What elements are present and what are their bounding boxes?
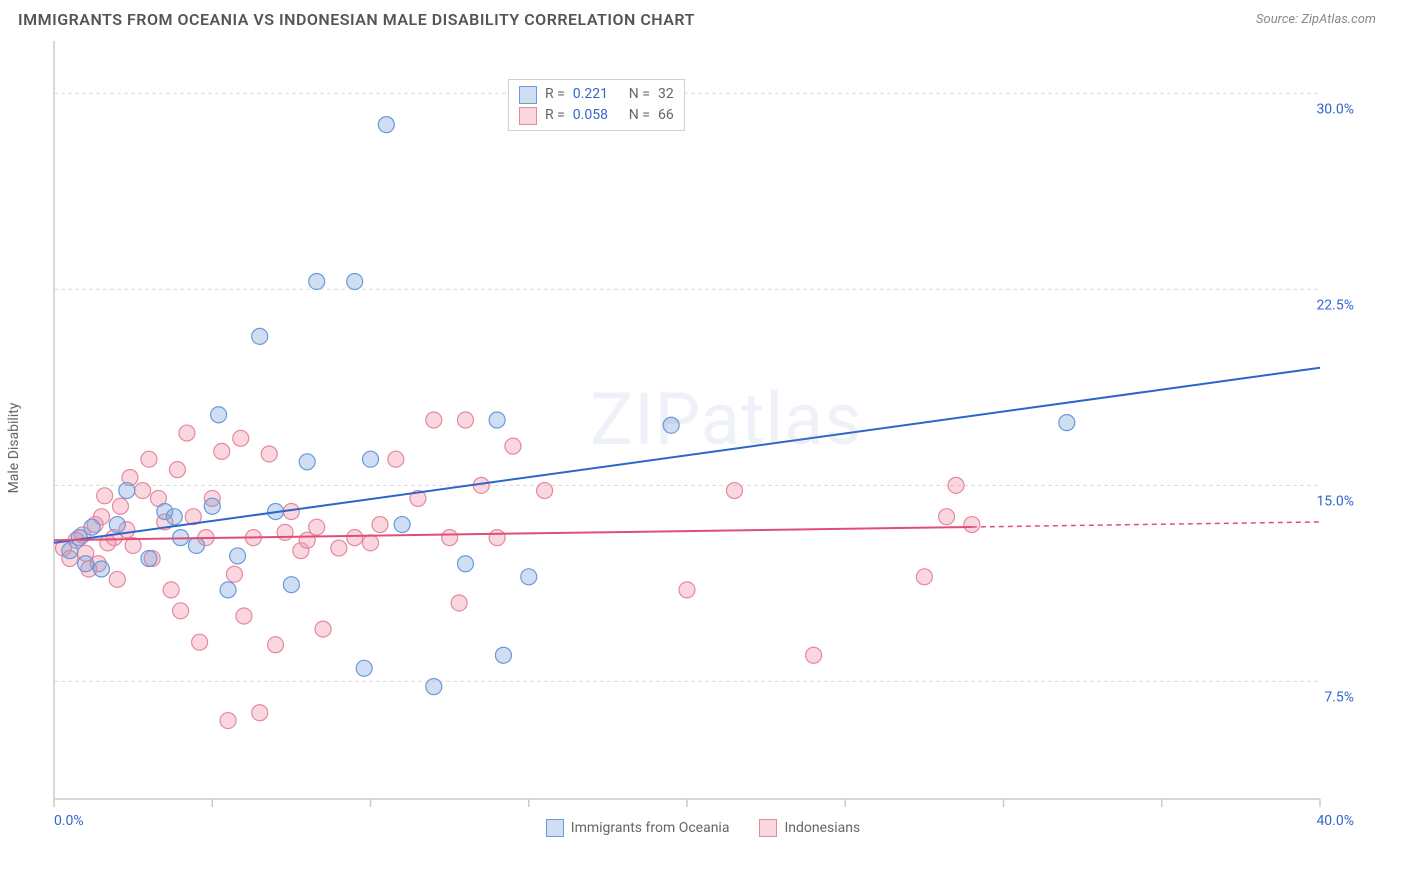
n-label: N = <box>629 84 650 105</box>
chart-container: 7.5%15.0%22.5%30.0% ZIPatlas R = 0.221 N… <box>50 37 1386 817</box>
n-value: 66 <box>658 105 674 126</box>
legend-correlation: R = 0.221 N = 32 R = 0.058 N = 66 <box>508 79 685 131</box>
svg-text:15.0%: 15.0% <box>1316 493 1354 509</box>
svg-text:30.0%: 30.0% <box>1316 101 1354 117</box>
r-value: 0.221 <box>573 84 621 105</box>
legend-row: R = 0.058 N = 66 <box>519 105 674 126</box>
title-bar: IMMIGRANTS FROM OCEANIA VS INDONESIAN MA… <box>0 0 1406 37</box>
x-axis-end-labels: 0.0% 40.0% <box>54 813 1354 829</box>
n-label: N = <box>629 105 650 126</box>
swatch-icon <box>519 107 537 125</box>
x-min-label: 0.0% <box>54 813 84 829</box>
scatter-chart: 7.5% 15.0% 22.5% 30.0% <box>50 37 1360 817</box>
r-label: R = <box>545 84 565 105</box>
legend-row: R = 0.221 N = 32 <box>519 84 674 105</box>
n-value: 32 <box>658 84 674 105</box>
source-attribution: Source: ZipAtlas.com <box>1256 12 1376 27</box>
r-label: R = <box>545 105 565 126</box>
chart-title: IMMIGRANTS FROM OCEANIA VS INDONESIAN MA… <box>18 10 695 29</box>
swatch-icon <box>519 86 537 104</box>
svg-text:7.5%: 7.5% <box>1324 689 1354 705</box>
x-max-label: 40.0% <box>1316 813 1354 829</box>
svg-text:22.5%: 22.5% <box>1316 297 1354 313</box>
r-value: 0.058 <box>573 105 621 126</box>
y-axis-label: Male Disability <box>6 403 22 494</box>
